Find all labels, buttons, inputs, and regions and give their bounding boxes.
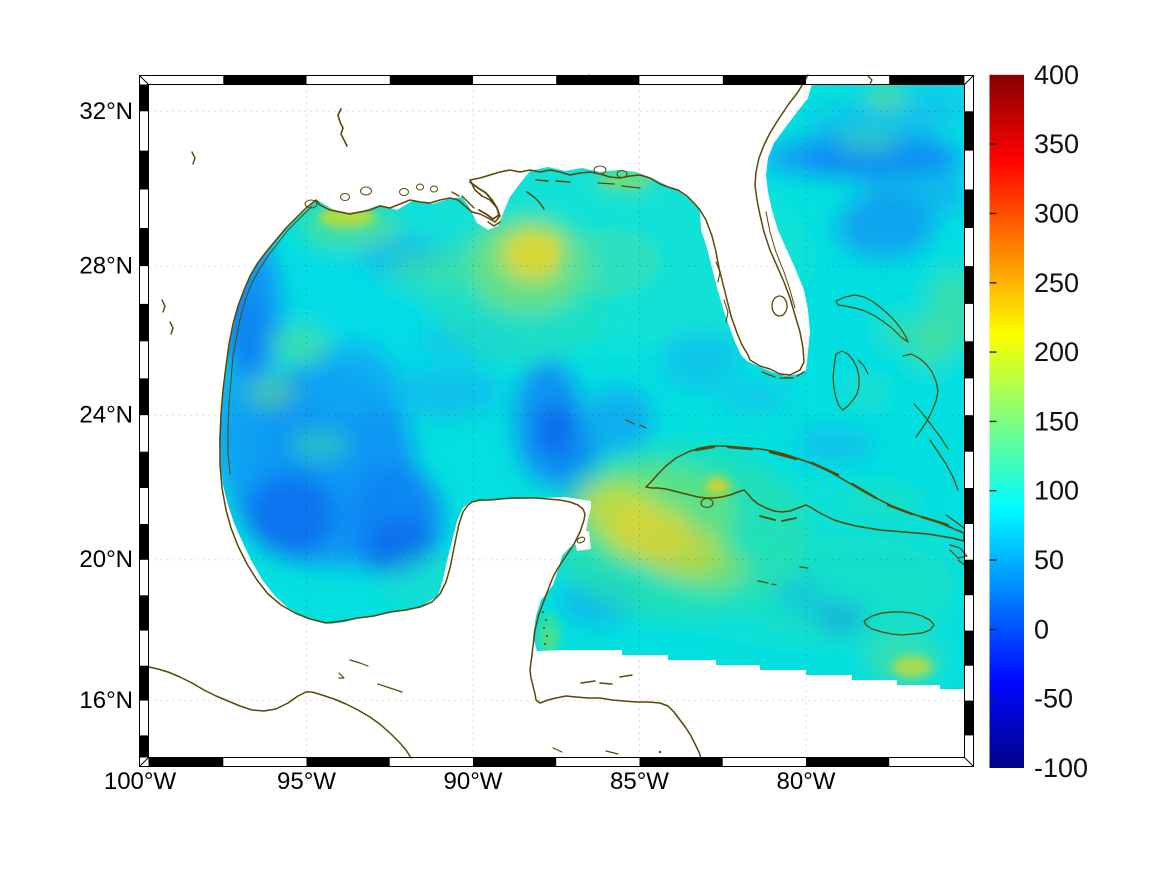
svg-text:-100: -100: [1034, 753, 1088, 783]
svg-text:16°N: 16°N: [79, 687, 133, 714]
svg-text:95°W: 95°W: [277, 768, 336, 795]
svg-text:300: 300: [1034, 198, 1079, 228]
svg-text:200: 200: [1034, 337, 1079, 367]
svg-text:80°W: 80°W: [777, 768, 836, 795]
svg-text:85°W: 85°W: [610, 768, 669, 795]
svg-text:32°N: 32°N: [79, 98, 133, 125]
svg-text:150: 150: [1034, 406, 1079, 436]
svg-text:100°W: 100°W: [104, 768, 177, 795]
svg-text:24°N: 24°N: [79, 402, 133, 429]
svg-text:350: 350: [1034, 129, 1079, 159]
svg-text:0: 0: [1034, 614, 1049, 644]
svg-text:90°W: 90°W: [444, 768, 503, 795]
svg-text:100: 100: [1034, 476, 1079, 506]
svg-text:400: 400: [1034, 60, 1079, 90]
svg-text:250: 250: [1034, 268, 1079, 298]
svg-text:50: 50: [1034, 545, 1064, 575]
svg-text:20°N: 20°N: [79, 546, 133, 573]
svg-text:-50: -50: [1034, 684, 1073, 714]
svg-text:28°N: 28°N: [79, 253, 133, 280]
